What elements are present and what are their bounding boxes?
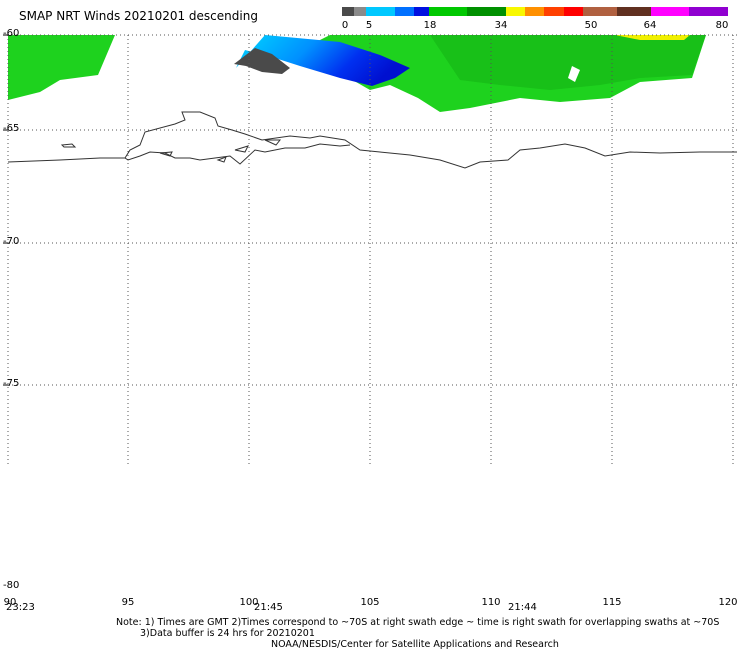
colorbar-segment	[544, 7, 564, 16]
note-line-2: 3)Data buffer is 24 hrs for 20210201	[140, 628, 315, 639]
axis-ticks	[3, 34, 8, 386]
wind-swath-left-green	[8, 35, 115, 100]
wind-swath-blue	[236, 35, 410, 86]
colorbar-label: 18	[423, 20, 437, 31]
footnotes: Note: 1) Times are GMT 2)Times correspon…	[116, 617, 719, 650]
note-line-1: Note: 1) Times are GMT 2)Times correspon…	[116, 617, 720, 628]
colorbar-segment	[342, 7, 354, 16]
lat-label-75: -75	[3, 378, 20, 389]
colorbar-label: 80	[715, 20, 729, 31]
map-title: SMAP NRT Winds 20210201 descending	[19, 9, 258, 23]
lon-label-110: 110	[481, 597, 501, 608]
colorbar-label: 34	[494, 20, 508, 31]
wind-speed-colorbar	[342, 7, 728, 16]
colorbar-segment	[583, 7, 617, 16]
coastline	[7, 111, 737, 169]
wind-swath-green-dark	[430, 35, 706, 90]
lon-label-105: 105	[360, 597, 380, 608]
wind-swath-gray	[234, 48, 290, 74]
colorbar-segment	[689, 7, 728, 16]
colorbar-segment	[467, 7, 506, 16]
colorbar-segment	[505, 7, 526, 16]
swath-time-2: 21:45	[254, 602, 283, 613]
colorbar-segment	[366, 7, 395, 16]
colorbar-segment	[650, 7, 690, 16]
lon-label-95: 95	[121, 597, 135, 608]
lon-label-100: 100	[239, 597, 259, 608]
lat-label-80: -80	[3, 580, 20, 591]
swath-time-3: 21:44	[508, 602, 537, 613]
lat-label-65: -65	[3, 123, 20, 134]
colorbar-label: 5	[365, 20, 373, 31]
lat-label-70: -70	[3, 236, 20, 247]
wind-swath-gap	[568, 66, 580, 82]
lat-label-60: -60	[3, 28, 20, 39]
colorbar-label: 50	[584, 20, 598, 31]
colorbar-segment	[414, 7, 429, 16]
lon-label-90: 90	[3, 597, 17, 608]
swath-time-1: 23:23	[6, 602, 35, 613]
colorbar-segment	[428, 7, 468, 16]
wind-swath-yellow	[615, 35, 690, 40]
lon-label-115: 115	[602, 597, 622, 608]
colorbar-segment	[616, 7, 651, 16]
note-line-3: NOAA/NESDIS/Center for Satellite Applica…	[271, 639, 559, 650]
grid-lines	[7, 34, 737, 465]
colorbar-segment	[563, 7, 584, 16]
colorbar-label: 64	[643, 20, 657, 31]
colorbar-segment	[394, 7, 415, 16]
lon-label-120: 120	[718, 597, 738, 608]
colorbar-label: 0	[341, 20, 349, 31]
colorbar-segment	[354, 7, 366, 16]
colorbar-segment	[525, 7, 545, 16]
